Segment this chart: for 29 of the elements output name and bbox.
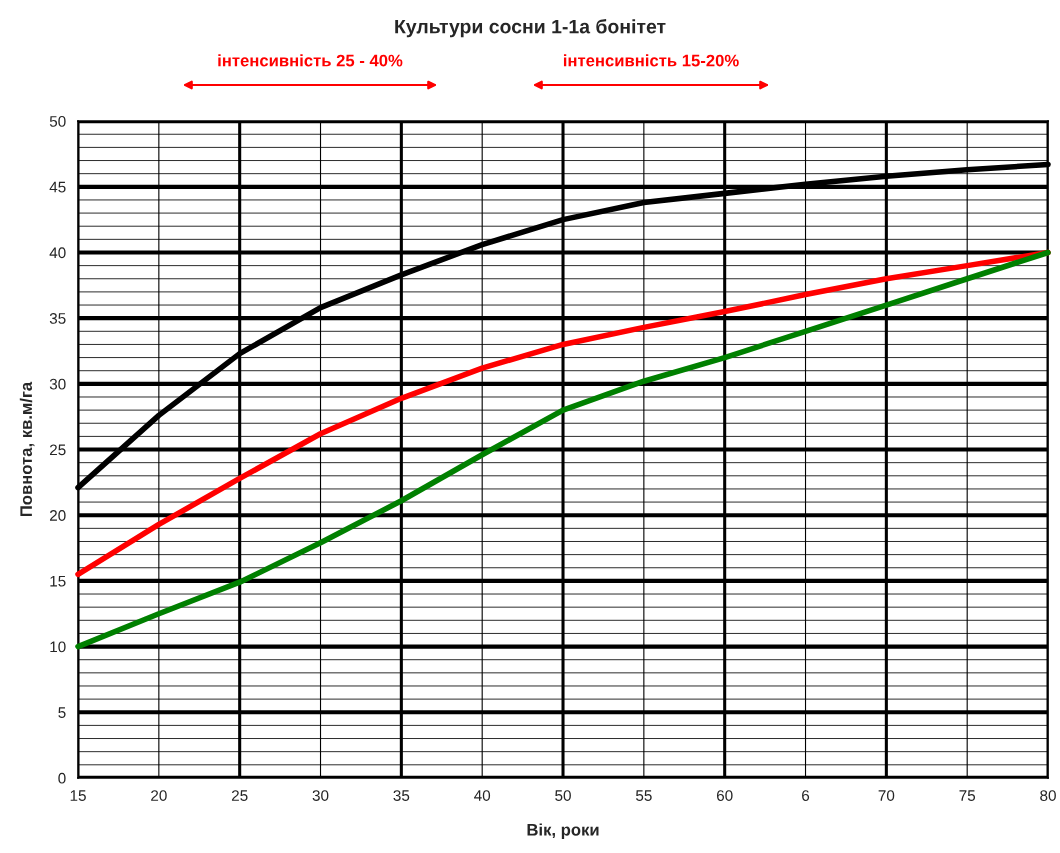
text: інтенсивність 15-20% <box>563 54 739 67</box>
x-tick-label: 70 <box>878 790 895 801</box>
x-tick-label: 35 <box>393 790 410 801</box>
y-tick-label: 20 <box>49 510 66 521</box>
x-tick-label: 60 <box>716 790 733 801</box>
y-tick-label: 0 <box>58 772 66 784</box>
x-tick-label: 80 <box>1040 790 1056 801</box>
y-tick-label: 45 <box>49 181 66 193</box>
y-axis-title: Повнота, кв.м/га <box>19 381 35 517</box>
x-tick-label: 55 <box>635 790 652 801</box>
y-tick-label: 15 <box>50 575 66 587</box>
chart-title: Культури сосни 1-1а бонітет <box>395 19 666 38</box>
y-tick-label: 40 <box>49 247 66 259</box>
y-tick-label: 50 <box>49 115 66 127</box>
x-tick-label: 6 <box>802 790 810 801</box>
x-tick-label: 40 <box>474 790 491 801</box>
x-tick-label: 30 <box>312 790 329 801</box>
x-tick-label: 15 <box>70 790 86 801</box>
x-tick-label: 20 <box>151 790 167 801</box>
y-tick-label: 25 <box>49 444 66 456</box>
y-tick-label: 30 <box>49 378 66 390</box>
x-tick-label: 75 <box>959 790 976 801</box>
x-tick-label: 50 <box>555 790 571 801</box>
text: інтенсивність 25 - 40% <box>218 54 403 67</box>
x-axis-title: Вік, роки <box>527 823 599 839</box>
y-tick-label: 5 <box>58 707 66 718</box>
y-tick-label: 35 <box>49 313 66 324</box>
y-tick-label: 10 <box>50 641 66 653</box>
x-tick-label: 25 <box>231 790 248 801</box>
